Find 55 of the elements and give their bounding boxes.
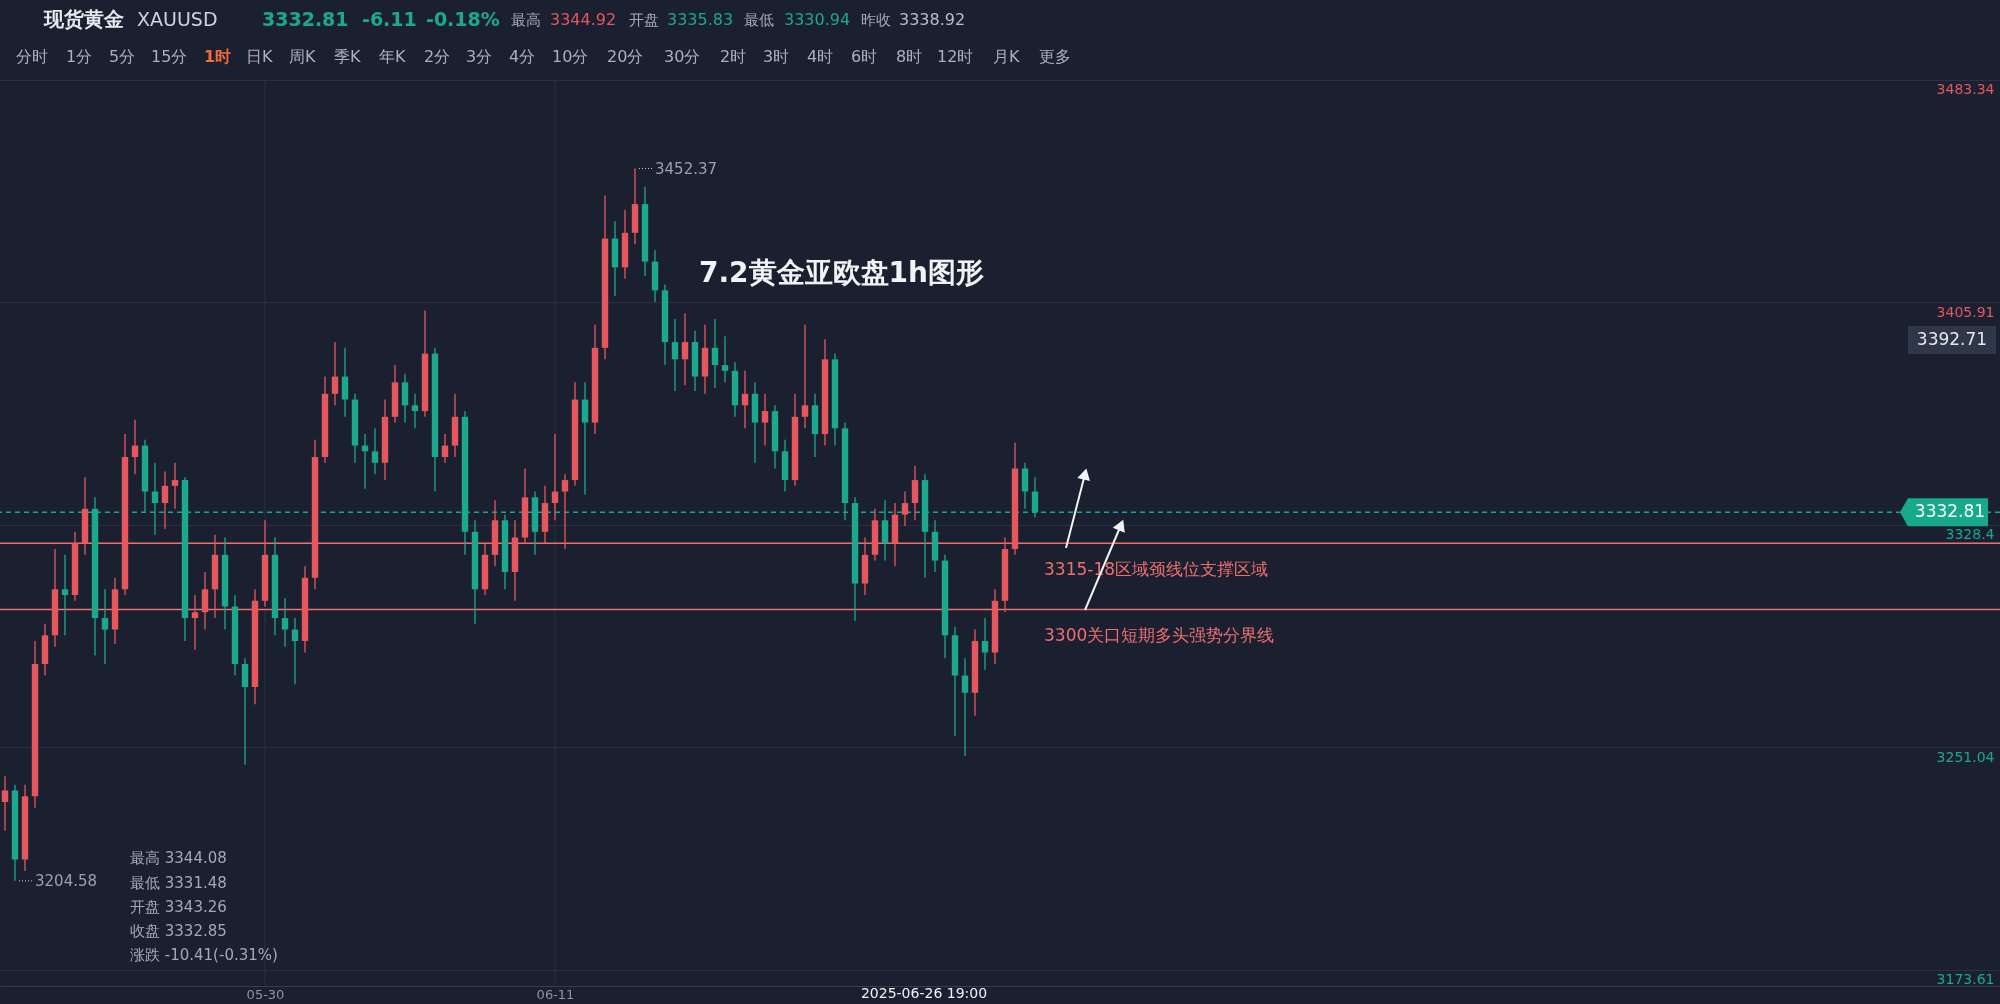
y-tick-label: 3405.91 (1936, 303, 1995, 320)
annotation: 4分 (509, 47, 536, 66)
annotation: 3335.83 (667, 10, 734, 29)
annotation: 周K (289, 47, 316, 66)
annotation: 更多 (1039, 47, 1071, 66)
annotation: 6时 (851, 47, 878, 66)
annotation: 3分 (466, 47, 493, 66)
annotation: 15分 (151, 47, 188, 66)
annotation: 月K (993, 47, 1020, 66)
annotation: 20分 (607, 47, 644, 66)
ref-line-label: 3300关口短期多头强势分界线 (1044, 625, 1275, 646)
annotation: 昨收 (861, 11, 891, 29)
annotation: 5分 (109, 47, 136, 66)
annotation: 3452.37 (655, 159, 718, 178)
annotation: 涨跌 -10.41(-0.31%) (130, 946, 278, 964)
x-tick-label: 05-30 (246, 986, 285, 1002)
annotation: -0.18% (426, 8, 500, 30)
text: 7.2黄金亚欧盘1h图形 (699, 256, 985, 289)
annotation: 最高 3344.08 (130, 849, 227, 867)
annotation: 2时 (720, 47, 747, 66)
annotation: 收盘 3332.85 (130, 922, 227, 940)
y-tick-label: 3328.4 (1945, 526, 1995, 543)
annotation: 开盘 3343.26 (130, 898, 227, 916)
annotation: XAUUSD (137, 8, 218, 30)
annotation: 最低 (744, 11, 774, 29)
annotation: 最高 (511, 11, 541, 29)
y-tick-label: 3173.61 (1936, 971, 1995, 988)
annotation: 3338.92 (899, 10, 966, 29)
x-tick-label: 06-11 (536, 986, 575, 1002)
annotation: 3332.81 (262, 8, 349, 30)
y-tick-label: 3251.04 (1936, 748, 1995, 765)
y-tick-label: 3483.34 (1936, 81, 1995, 98)
annotation: 10分 (552, 47, 589, 66)
annotation: 3204.58 (35, 871, 98, 890)
annotation: 1时 (204, 47, 232, 66)
annotation: 3344.92 (550, 10, 617, 29)
annotation: 季K (334, 47, 361, 66)
annotation: 3330.94 (784, 10, 851, 29)
annotation: 8时 (896, 47, 923, 66)
annotation: 日K (246, 47, 273, 66)
annotation: 4时 (807, 47, 834, 66)
annotation: -6.11 (362, 8, 417, 30)
annotation: 30分 (664, 47, 701, 66)
annotation: 2分 (424, 47, 451, 66)
annotation: 开盘 (629, 11, 659, 29)
annotation: 1分 (66, 47, 93, 66)
annotation: 分时 (16, 47, 48, 66)
ref-line-label: 3332.81 (1914, 501, 1986, 522)
annotation: 3时 (763, 47, 790, 66)
annotation: 年K (379, 47, 406, 66)
annotation: 3392.71 (1916, 329, 1988, 349)
annotation: 12时 (937, 47, 974, 66)
annotation: 2025-06-26 19:00 (860, 985, 988, 1001)
annotation: 现货黄金 (43, 7, 124, 31)
annotation: 最低 3331.48 (130, 874, 227, 892)
